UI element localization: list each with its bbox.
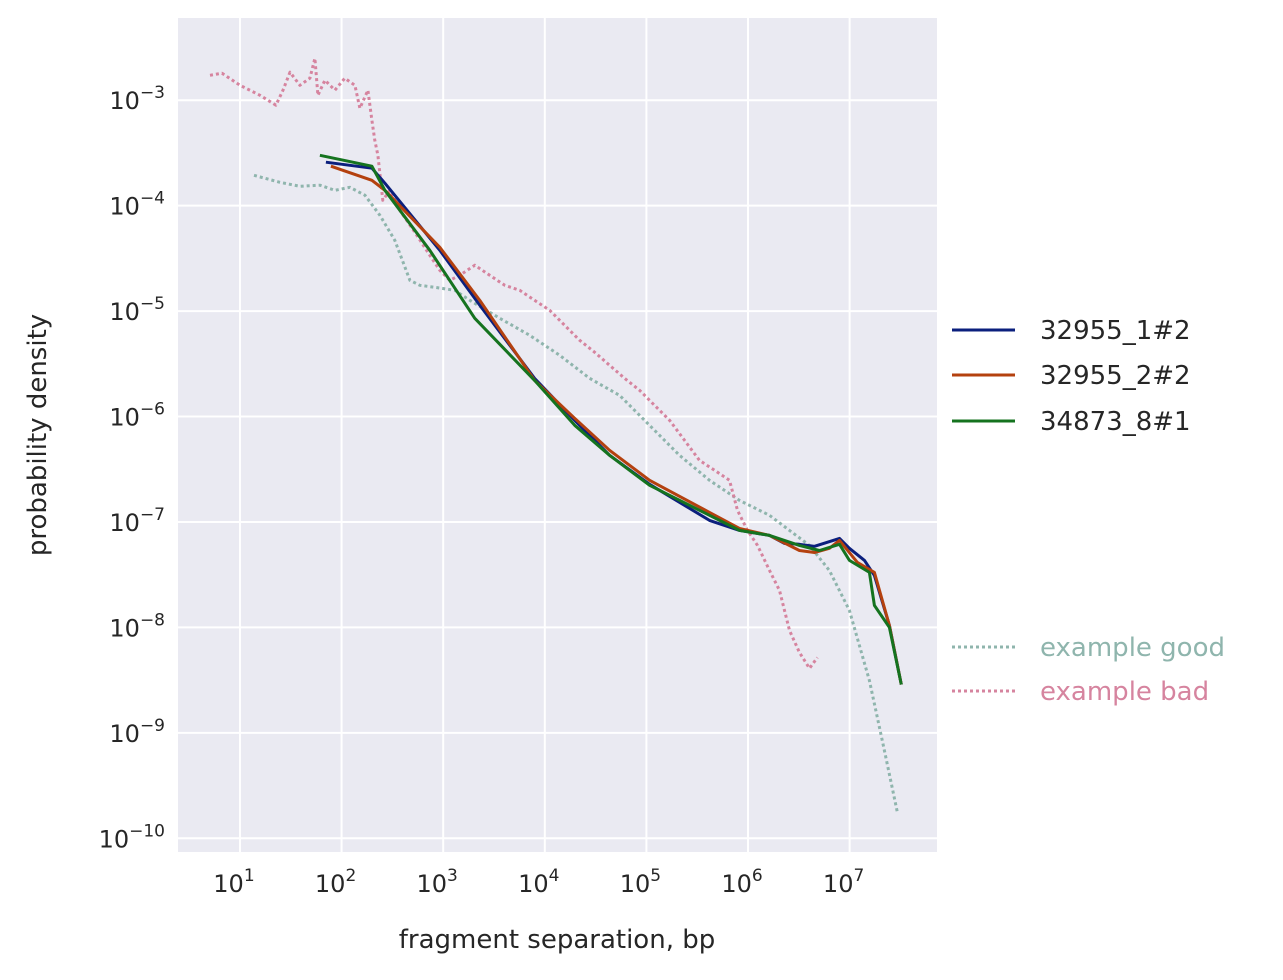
series-line-32955-2-2 — [330, 164, 903, 685]
x-tick-label: 104 — [518, 866, 559, 898]
x-tick-label: 102 — [315, 866, 356, 898]
x-tick-labels: 101 102 103 104 105 106 107 — [213, 866, 864, 898]
y-tick-label: 10−6 — [109, 400, 165, 432]
x-tick-label: 106 — [721, 866, 762, 898]
y-axis-label: probability density — [23, 314, 53, 556]
legend-label: 32955_2#2 — [1040, 361, 1191, 391]
y-tick-label: 10−3 — [109, 83, 165, 115]
x-tick-label: 105 — [620, 866, 661, 898]
y-tick-label: 10−5 — [109, 294, 165, 326]
y-tick-label: 10−9 — [109, 716, 165, 748]
plot-background — [178, 18, 937, 852]
legend-label: 34873_8#1 — [1040, 407, 1191, 437]
x-tick-label: 107 — [823, 866, 864, 898]
y-tick-label: 10−7 — [109, 505, 165, 537]
y-tick-label: 10−8 — [109, 610, 165, 642]
legend-label: example bad — [1040, 677, 1209, 707]
grid — [178, 18, 937, 852]
series-line-34873-8-1 — [319, 153, 903, 685]
legend-label: 32955_1#2 — [1040, 316, 1191, 346]
x-tick-label: 101 — [213, 866, 254, 898]
x-tick-label: 103 — [417, 866, 458, 898]
series-lines — [209, 56, 903, 813]
x-axis-label: fragment separation, bp — [399, 925, 715, 955]
y-tick-labels: 10−3 10−4 10−5 10−6 10−7 10−8 10−9 10−10 — [99, 83, 165, 853]
y-tick-label: 10−4 — [109, 189, 165, 221]
y-tick-label: 10−10 — [99, 821, 165, 853]
legend-label: example good — [1040, 633, 1225, 663]
